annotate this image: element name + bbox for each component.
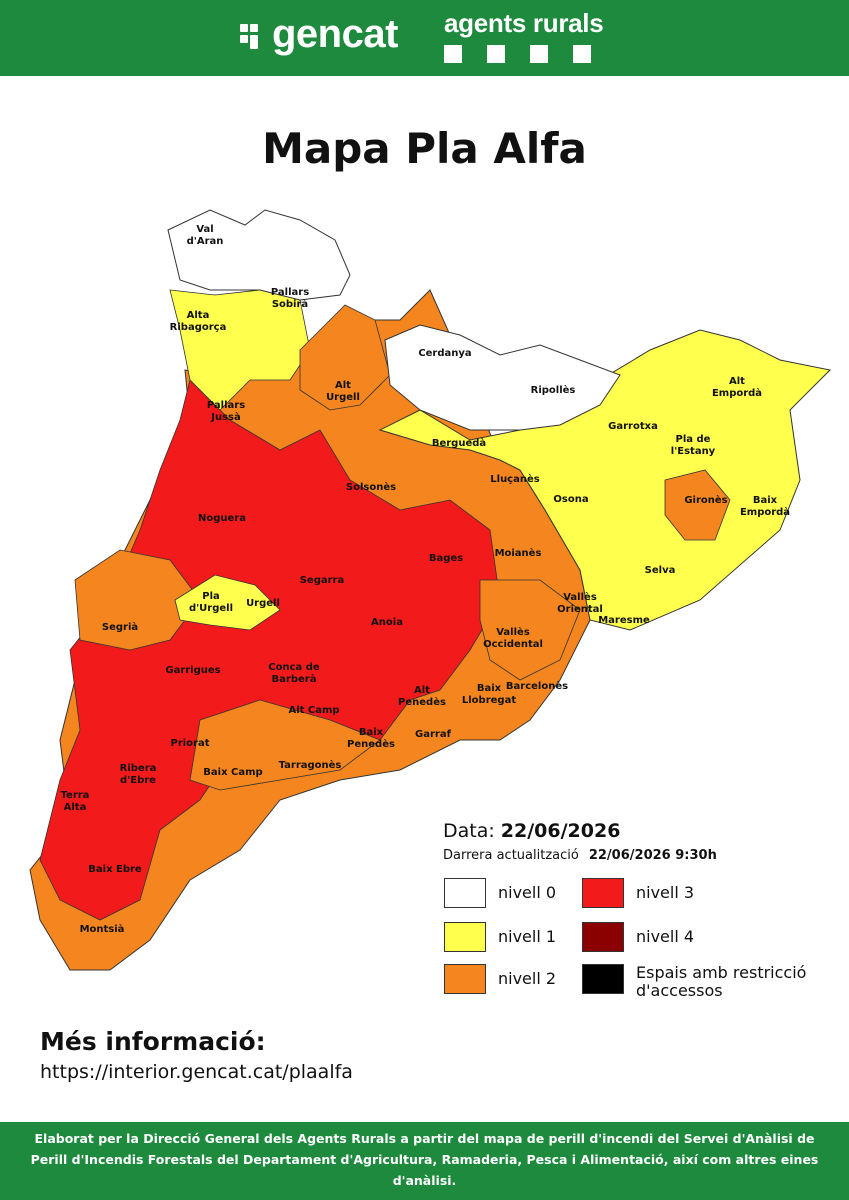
region-label: Pallars Jussà — [207, 400, 245, 423]
legend-label: nivell 2 — [498, 969, 557, 988]
update-line: Darrera actualització 22/06/2026 9:30h — [443, 848, 717, 863]
region-fill-level2-girones — [664, 469, 731, 541]
region-label: Ripollès — [531, 384, 576, 396]
region-label: Alt Penedès — [398, 685, 446, 708]
map-fill-layer — [29, 209, 832, 971]
region-label: Val d'Aran — [187, 224, 224, 247]
catalonia-map: Val d'Aran Pallars Sobirà Alta Ribagorça Cerda… — [29, 209, 832, 971]
region-label: Priorat — [170, 738, 209, 749]
legend-swatch — [582, 878, 624, 908]
region-label: Conca de Barberà — [268, 662, 320, 685]
legend-label: nivell 3 — [636, 883, 695, 902]
gencat-brand: gencat — [272, 12, 398, 56]
map-legend: nivell 0 nivell 1 nivell 2 nivell 3 nive… — [444, 878, 844, 1000]
region-label: Baix Camp — [203, 767, 262, 778]
region-label: Alt Empordà — [712, 376, 762, 399]
region-label: Noguera — [198, 513, 246, 524]
region-label: Segarra — [300, 575, 345, 586]
date-value: 22/06/2026 — [500, 820, 621, 842]
legend-label: nivell 4 — [636, 927, 695, 946]
agents-rurals-name: agents rurals — [444, 8, 604, 38]
region-fill-level2-camp — [189, 699, 381, 791]
region-label: Alt Camp — [288, 705, 339, 716]
legend-label: nivell 0 — [498, 883, 557, 902]
legend-label: nivell 1 — [498, 927, 557, 946]
more-info-link[interactable]: https://interior.gencat.cat/plaalfa — [40, 1061, 353, 1083]
gencat-logo: gencat — [240, 12, 398, 57]
legend-item-nivell-1: nivell 1 — [444, 922, 556, 952]
region-label: Pallars Sobirà — [271, 287, 309, 310]
region-label: Pla de l'Estany — [671, 434, 716, 457]
update-label: Darrera actualització — [443, 848, 579, 863]
region-label: Urgell — [246, 598, 280, 609]
legend-swatch — [582, 922, 624, 952]
region-label: Anoia — [371, 617, 403, 628]
footer-bar: Elaborat per la Direcció General dels Ag… — [0, 1122, 849, 1200]
footer-text: Elaborat per la Direcció General dels Ag… — [30, 1131, 819, 1188]
region-label: Ribera d'Ebre — [120, 763, 157, 786]
region-label: Terra Alta — [61, 790, 90, 813]
legend-item-nivell-4: nivell 4 — [582, 922, 694, 952]
date-label: Data: — [443, 820, 495, 842]
legend-swatch — [582, 964, 624, 994]
update-value: 22/06/2026 9:30h — [588, 848, 717, 863]
region-label: Solsonès — [346, 481, 396, 493]
region-fill-level0-aran — [167, 209, 351, 301]
agents-rurals-logo: agents rurals — [444, 8, 604, 63]
legend-swatch — [444, 964, 486, 994]
legend-label: Espais amb restricció d'accessos — [636, 963, 807, 1000]
region-label: Tarragonès — [279, 759, 342, 771]
region-label: Baix Llobregat — [462, 683, 516, 706]
region-label: Berguedà — [432, 437, 486, 449]
legend-item-nivell-3: nivell 3 — [582, 878, 694, 908]
page-title: Mapa Pla Alfa — [262, 124, 587, 173]
region-label: Cerdanya — [418, 348, 471, 359]
region-label: Osona — [553, 494, 588, 505]
date-line: Data: 22/06/2026 — [443, 820, 717, 842]
region-label: Pla d'Urgell — [189, 591, 233, 614]
region-label: Segrià — [102, 621, 138, 633]
more-info-title: Més informació: — [40, 1027, 266, 1056]
region-label: Baix Penedès — [347, 727, 395, 750]
legend-item-nivell-0: nivell 0 — [444, 878, 556, 908]
region-label: Alt Urgell — [326, 380, 360, 403]
region-label: Bages — [429, 553, 463, 564]
region-label: Garraf — [415, 729, 452, 740]
region-label: Maresme — [598, 615, 650, 626]
region-fill-level2-alturgell — [299, 304, 391, 411]
region-fill-level1-urgell — [174, 574, 281, 631]
region-fill-level1-ribagorca — [169, 289, 311, 411]
date-block: Data: 22/06/2026 Darrera actualització 22/… — [443, 820, 717, 863]
legend-swatch — [444, 878, 486, 908]
legend-item-restricted-access: Espais amb restricció d'accessos — [582, 964, 832, 1000]
region-label: Baix Empordà — [740, 495, 790, 518]
region-label: Garrotxa — [608, 421, 658, 432]
region-label: Montsià — [80, 923, 125, 935]
legend-item-nivell-2: nivell 2 — [444, 964, 556, 994]
region-labels: Val d'Aran Pallars Sobirà Alta Ribagorça Cerda… — [61, 224, 791, 935]
region-label: Baix Ebre — [88, 864, 142, 875]
gencat-logo-icon — [240, 20, 266, 50]
region-label: Selva — [645, 565, 676, 576]
region-label: Lluçanès — [490, 473, 539, 485]
region-label: Moianès — [495, 547, 542, 559]
region-fill-level2-valles — [479, 579, 581, 681]
region-label: Garrigues — [165, 665, 220, 676]
region-label: Barcelonès — [506, 680, 568, 692]
region-fill-level0-cerdanya — [384, 324, 621, 431]
legend-swatch — [444, 922, 486, 952]
agents-rurals-squares-icon — [444, 45, 604, 63]
region-label: Vallès Occidental — [483, 626, 543, 650]
region-label: Gironès — [684, 494, 727, 506]
header-bar: gencat agents rurals — [0, 0, 849, 76]
region-label: Alta Ribagorça — [170, 310, 227, 333]
region-label: Vallès Oriental — [557, 591, 603, 615]
